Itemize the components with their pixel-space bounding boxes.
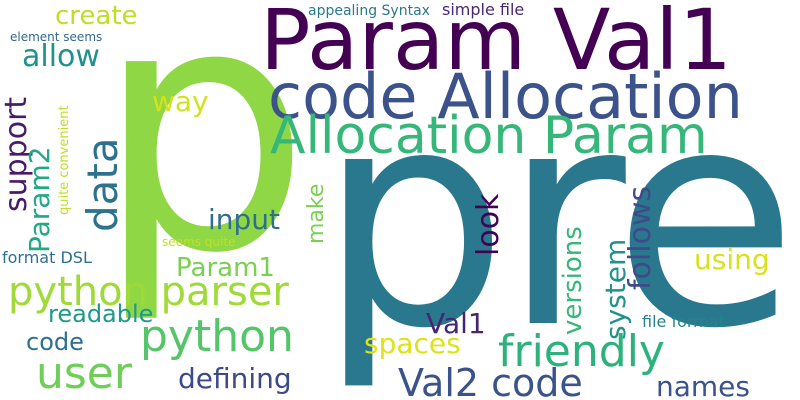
word-element-seems: element seems <box>10 30 103 44</box>
word-python: python <box>140 311 294 362</box>
word-data: data <box>78 137 127 232</box>
word-file-format: file format <box>642 312 725 331</box>
word-quite-convenient: quite convenient <box>57 105 72 215</box>
word-versions: versions <box>558 226 588 335</box>
word-python-parser: python parser <box>8 269 289 315</box>
word-allocation-param: Allocation Param <box>270 106 708 166</box>
word-look: look <box>471 193 506 256</box>
word-names: names <box>656 370 750 400</box>
word-readable: readable <box>48 300 154 328</box>
word-user: user <box>36 348 132 399</box>
word-param-val1: Param Val1 <box>260 0 733 89</box>
word-allow: allow <box>22 39 100 74</box>
word-simple-file: simple file <box>442 0 525 19</box>
word-val1: Val1 <box>426 307 486 340</box>
word-code: code <box>26 328 84 356</box>
word-param2: Param2 <box>23 146 56 253</box>
word-using: using <box>694 243 770 276</box>
word-val2-code: Val2 code <box>398 361 583 400</box>
word-param1: Param1 <box>176 253 275 283</box>
word-appealing-syntax: appealing Syntax <box>308 3 430 19</box>
word-p: p <box>95 0 311 328</box>
word-format-dsl: format DSL <box>2 248 92 267</box>
word-code-allocation: code Allocation <box>268 60 743 133</box>
word-seems-quite: seems quite <box>162 235 236 249</box>
word-spaces: spaces <box>364 327 461 360</box>
word-pre: pre <box>318 45 798 394</box>
word-input: input <box>208 203 281 236</box>
word-create: create <box>55 1 138 31</box>
word-follows: follows <box>623 185 658 290</box>
word-defining: defining <box>178 362 292 395</box>
word-friendly: friendly <box>498 326 665 377</box>
word-way: way <box>152 85 209 118</box>
word-make: make <box>304 183 329 244</box>
